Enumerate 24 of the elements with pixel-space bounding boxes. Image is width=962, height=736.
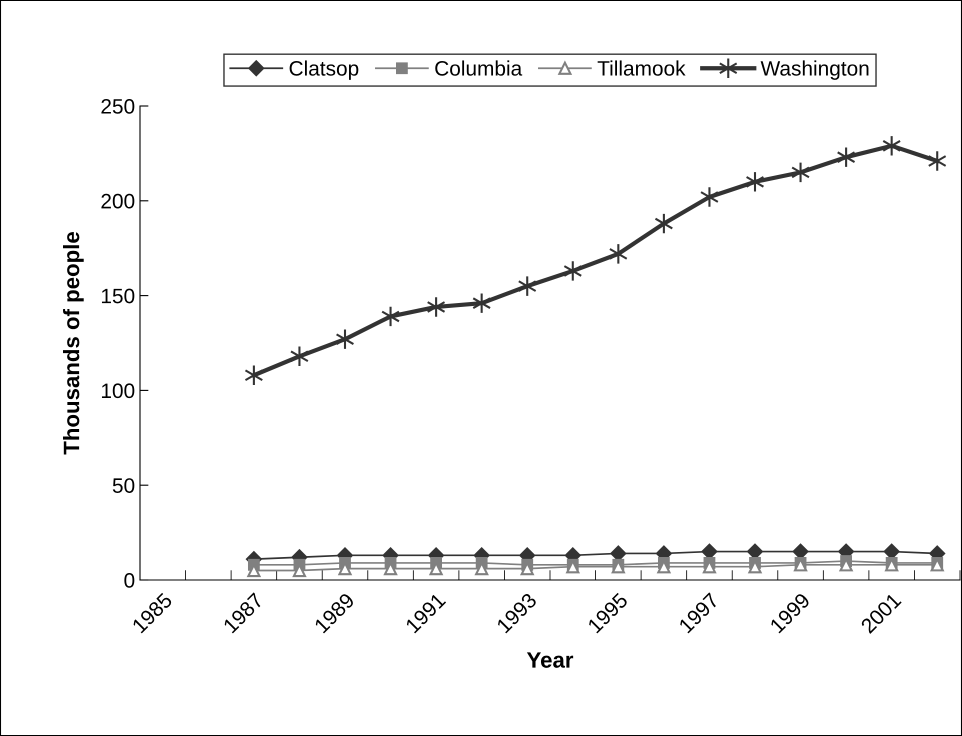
legend-label: Columbia	[435, 60, 522, 76]
y-tick-label: 200	[101, 194, 134, 209]
point	[472, 292, 492, 314]
point	[563, 260, 582, 282]
point	[244, 364, 264, 386]
point	[836, 146, 856, 168]
point	[746, 171, 764, 193]
y-tick-label: 250	[101, 99, 134, 114]
legend-label: Tillamook	[598, 60, 686, 76]
legend-label: Clatsop	[290, 60, 358, 80]
legend-label: Washington	[760, 60, 868, 80]
point	[290, 346, 309, 368]
y-tick-label: 100	[102, 383, 134, 398]
point	[882, 135, 902, 157]
point	[791, 162, 810, 184]
y-tick-label: 0	[124, 573, 134, 588]
x-axis-title: Year	[526, 652, 574, 668]
point	[654, 212, 674, 234]
point	[518, 275, 537, 297]
point	[381, 306, 400, 328]
y-tick-label: 50	[112, 478, 134, 493]
y-tick-label: 150	[102, 288, 134, 304]
point	[928, 150, 947, 172]
y-axis-title: Thousands of people	[63, 232, 84, 454]
